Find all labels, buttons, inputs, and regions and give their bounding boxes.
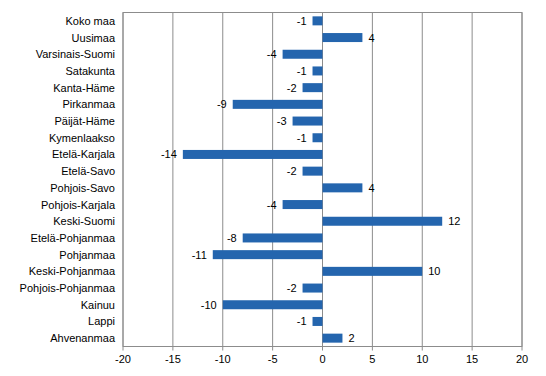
tick-mark [522,347,523,351]
bar [223,300,323,309]
data-label: -1 [297,315,307,327]
tick-label: -20 [115,353,131,365]
category-label: Etelä-Pohjanmaa [31,232,116,244]
bar [303,284,323,293]
category-label: Pohjois-Karjala [41,199,116,211]
bar [283,50,323,59]
bar [323,33,363,42]
tick-label: 10 [416,353,428,365]
bar [293,117,323,126]
data-label: 2 [348,332,354,344]
tick-label: 5 [369,353,375,365]
tick-label: -5 [268,353,278,365]
tick-mark [172,347,173,351]
tick-mark [222,347,223,351]
tick-label: 20 [516,353,528,365]
grid-line [372,13,373,347]
data-label: -4 [267,48,277,60]
plot-frame [123,13,522,347]
grid-line [272,13,273,347]
data-label: -10 [201,299,217,311]
bar [233,100,323,109]
category-label: Uusimaa [72,32,116,44]
category-label: Koko maa [65,15,115,27]
category-label: Keski-Suomi [53,215,115,227]
bar [323,183,363,192]
data-label: -2 [287,82,297,94]
tick-label: 15 [466,353,478,365]
tick-label: -10 [215,353,231,365]
grid-line [222,13,223,347]
bar [303,167,323,176]
bar [183,150,323,159]
category-label: Pohjois-Savo [50,182,115,194]
data-label: -2 [287,282,297,294]
data-label: 4 [368,32,374,44]
category-label: Etelä-Karjala [52,148,116,160]
bar [313,66,323,75]
category-label: Ahvenanmaa [50,332,116,344]
category-label: Lappi [88,315,115,327]
tick-mark [123,347,124,351]
tick-label: 0 [319,353,325,365]
category-label: Varsinais-Suomi [36,48,115,60]
category-label: Pirkanmaa [62,98,115,110]
bar [323,267,423,276]
category-label: Pohjois-Pohjanmaa [20,282,116,294]
tick-label: -15 [165,353,181,365]
category-label: Keski-Pohjanmaa [29,265,116,277]
tick-mark [322,347,323,351]
grid-line [172,13,173,347]
category-label: Päijät-Häme [54,115,115,127]
data-label: -11 [192,249,207,261]
category-label: Kainuu [81,299,115,311]
data-label: -1 [297,65,307,77]
tick-mark [372,347,373,351]
category-label: Etelä-Savo [61,165,115,177]
bar [313,133,323,142]
data-label: 10 [428,265,440,277]
data-label: -14 [161,148,177,160]
bar [313,16,323,25]
category-label: Kymenlaakso [49,132,115,144]
data-label: 4 [368,182,374,194]
bar [303,83,323,92]
bar [213,250,323,259]
data-label: -9 [217,98,227,110]
tick-mark [472,347,473,351]
data-label: -1 [297,15,307,27]
grid-line [422,13,423,347]
bar [323,217,443,226]
data-label: -1 [297,132,307,144]
bar [283,200,323,209]
category-label: Kanta-Häme [53,82,115,94]
grid-line [322,13,323,347]
tick-mark [422,347,423,351]
data-label: -3 [277,115,287,127]
bars [183,16,442,342]
category-label: Pohjanmaa [59,249,116,261]
data-label: 12 [448,215,460,227]
data-label: -4 [267,199,277,211]
bar [243,233,323,242]
data-label: -2 [287,165,297,177]
bar [313,317,323,326]
category-label: Satakunta [65,65,115,77]
grid-line [472,13,473,347]
chart: -20 -15 -10 -5 0 5 10 15 20 Koko maa Uusimaa Varsin… [0,0,546,376]
tick-mark [272,347,273,351]
data-label: -8 [227,232,237,244]
bar [323,334,343,343]
